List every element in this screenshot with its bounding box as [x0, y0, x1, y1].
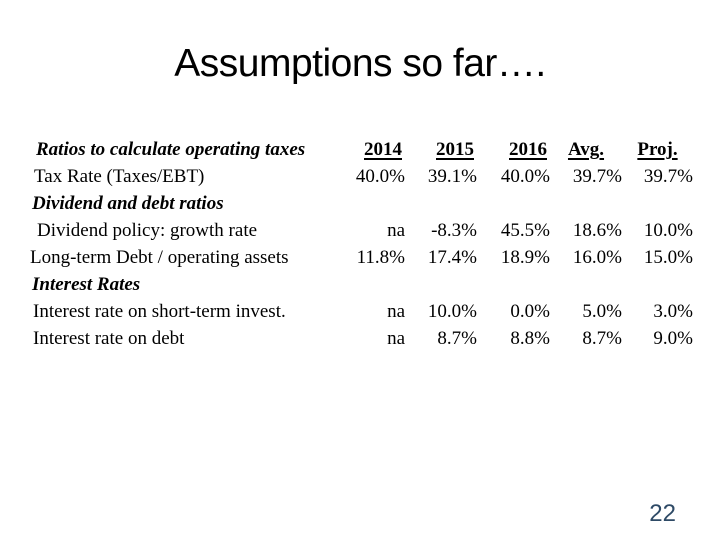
column-header: Avg.: [567, 139, 605, 160]
cell-value: 18.9%: [500, 247, 550, 268]
assumptions-table: Ratios to calculate operating taxes 2014 2…: [30, 136, 693, 352]
row-label: Interest rate on debt: [33, 328, 185, 349]
row-label: Interest Rates: [32, 274, 141, 295]
table-row: Dividend policy: growth rate na -8.3% 45.5%…: [30, 217, 693, 244]
table-row: Interest Rates: [30, 271, 693, 298]
cell-value: 15.0%: [643, 247, 693, 268]
cell-value: 16.0%: [572, 247, 622, 268]
cell-value: 18.6%: [572, 220, 622, 241]
cell-value: na: [387, 220, 405, 241]
table-row: Long-term Debt / operating assets 11.8% 17…: [30, 244, 693, 271]
cell-value: 39.1%: [427, 166, 477, 187]
column-header: 2015: [436, 139, 474, 160]
table-row: Ratios to calculate operating taxes 2014 2…: [30, 136, 693, 163]
cell-value: [550, 271, 622, 298]
cell-value: 17.4%: [427, 247, 477, 268]
cell-value: -8.3%: [431, 220, 477, 241]
row-label: Interest rate on short-term invest.: [33, 301, 286, 322]
row-label: Tax Rate (Taxes/EBT): [34, 166, 205, 187]
row-label: Long-term Debt / operating assets: [30, 247, 289, 268]
cell-value: 3.0%: [653, 301, 693, 322]
column-header: 2016: [509, 139, 547, 160]
assumptions-table-body: Ratios to calculate operating taxes 2014 2…: [30, 136, 693, 352]
cell-value: 10.0%: [427, 301, 477, 322]
cell-value: [405, 271, 477, 298]
slide-title: Assumptions so far….: [174, 42, 546, 85]
table-row: Interest rate on debt na 8.7% 8.8% 8.7% 9.0%: [30, 325, 693, 352]
cell-value: na: [387, 301, 405, 322]
cell-value: 8.8%: [510, 328, 550, 349]
cell-value: 39.7%: [572, 166, 622, 187]
cell-value: na: [387, 328, 405, 349]
table-row: Interest rate on short-term invest. na 10.…: [30, 298, 693, 325]
cell-value: 11.8%: [356, 247, 405, 268]
row-label: Dividend policy: growth rate: [37, 220, 258, 241]
cell-value: 10.0%: [643, 220, 693, 241]
cell-value: [345, 271, 405, 298]
cell-value: 40.0%: [500, 166, 550, 187]
cell-value: [477, 271, 550, 298]
cell-value: 40.0%: [355, 166, 405, 187]
cell-value: 8.7%: [582, 328, 622, 349]
row-label: Dividend and debt ratios: [32, 193, 224, 214]
cell-value: [477, 190, 550, 217]
cell-value: [345, 190, 405, 217]
row-label: Ratios to calculate operating taxes: [36, 139, 306, 160]
column-header: 2014: [364, 139, 402, 160]
cell-value: [550, 190, 622, 217]
cell-value: [622, 190, 693, 217]
cell-value: 39.7%: [643, 166, 693, 187]
column-header: Proj.: [637, 139, 678, 160]
cell-value: [622, 271, 693, 298]
table-row: Tax Rate (Taxes/EBT) 40.0% 39.1% 40.0% 39.7%…: [30, 163, 693, 190]
cell-value: 9.0%: [653, 328, 693, 349]
cell-value: [405, 190, 477, 217]
table-row: Dividend and debt ratios: [30, 190, 693, 217]
cell-value: 0.0%: [510, 301, 550, 322]
page-number: 22: [649, 500, 676, 527]
cell-value: 5.0%: [582, 301, 622, 322]
cell-value: 45.5%: [500, 220, 550, 241]
cell-value: 8.7%: [437, 328, 477, 349]
